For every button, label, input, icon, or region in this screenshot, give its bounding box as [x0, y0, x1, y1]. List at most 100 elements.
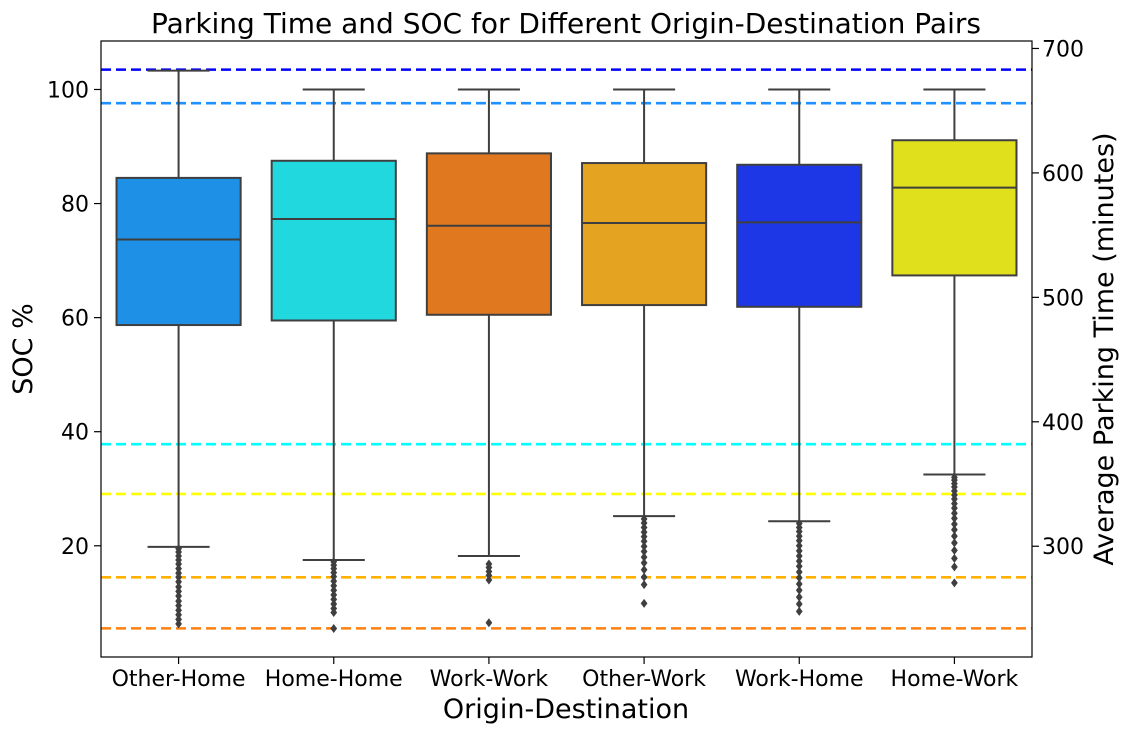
outlier-point [640, 532, 648, 542]
outlier-point [485, 618, 493, 628]
outlier-point [795, 585, 803, 595]
outlier-point [951, 525, 958, 535]
outlier-point [640, 572, 648, 582]
outlier-point [330, 585, 338, 595]
outlier-point [951, 494, 958, 504]
outlier-point [795, 546, 803, 556]
outlier-point [640, 536, 648, 546]
outlier-point [175, 601, 182, 611]
outlier-point [175, 610, 182, 620]
box-home-home [270, 88, 397, 633]
outlier-point [330, 608, 338, 618]
y2-tick-label: 400 [1042, 411, 1084, 436]
outlier-point [640, 518, 648, 528]
y-axis-right: 300 400 500 600 700 [1032, 37, 1084, 560]
outlier-point [951, 545, 958, 555]
outlier-point [175, 564, 182, 574]
outlier-point [795, 606, 803, 616]
outlier-point [175, 572, 182, 582]
outlier-point [330, 576, 338, 586]
outlier-point [795, 567, 803, 577]
outlier-point [640, 541, 648, 551]
outlier-point [640, 552, 648, 562]
y2-tick-label: 300 [1042, 535, 1084, 560]
outlier-point [795, 531, 803, 541]
box-plots [115, 69, 1018, 633]
outlier-point [330, 572, 338, 582]
outlier-point [951, 562, 958, 572]
box-body [115, 176, 242, 327]
outlier-point [175, 591, 182, 601]
outlier-point [330, 590, 338, 600]
outlier-point [640, 565, 648, 575]
outlier-point [175, 605, 182, 615]
outlier-point [951, 538, 958, 548]
outlier-point [640, 558, 648, 568]
y-tick-label: 80 [61, 193, 89, 218]
outlier-point [795, 536, 803, 546]
outlier-point [951, 553, 958, 563]
x-tick-label: Work-Home [735, 667, 864, 692]
box-body [891, 139, 1018, 277]
x-axis-label: Origin-Destination [443, 694, 689, 725]
outlier-point [795, 592, 803, 602]
outlier-point [175, 582, 182, 592]
outlier-point [795, 556, 803, 566]
outlier-point [485, 575, 493, 585]
plot-frame [100, 40, 1033, 658]
box-work-work [425, 88, 552, 628]
y2-tick-label: 700 [1042, 37, 1084, 62]
y-tick-label: 60 [61, 307, 89, 332]
outlier-point [485, 570, 493, 580]
outlier-point [795, 573, 803, 583]
outlier-point [640, 598, 648, 608]
outlier-point [175, 619, 182, 629]
outlier-point [330, 594, 338, 604]
outlier-point [951, 578, 958, 588]
x-tick-label: Other-Home [112, 667, 246, 692]
box-work-home [736, 88, 863, 616]
y-axis-left: 20 40 60 80 100 [47, 78, 101, 560]
outlier-point [795, 579, 803, 589]
outlier-point [640, 523, 648, 533]
y2-tick-label: 500 [1042, 286, 1084, 311]
outlier-point [330, 623, 338, 633]
box-body [736, 163, 863, 308]
outlier-point [330, 581, 338, 591]
outlier-point [175, 577, 182, 587]
box-other-work [581, 88, 708, 608]
y2-tick-label: 600 [1042, 162, 1084, 187]
outlier-point [795, 541, 803, 551]
y2-axis-label: Average Parking Time (minutes) [1089, 132, 1120, 565]
box-body [425, 152, 552, 316]
box-body [581, 162, 708, 307]
y-tick-label: 100 [47, 78, 89, 103]
average-parking-time-lines [101, 68, 1032, 630]
outlier-point [175, 614, 182, 624]
outlier-point [640, 546, 648, 556]
chart-title: Parking Time and SOC for Different Origi… [151, 7, 981, 40]
outlier-point [951, 519, 958, 529]
outlier-point [795, 599, 803, 609]
box-body [270, 159, 397, 322]
outlier-point [951, 531, 958, 541]
outlier-point [330, 599, 338, 609]
x-tick-label: Home-Work [891, 667, 1019, 692]
outlier-point [175, 559, 182, 569]
outlier-point [951, 499, 958, 509]
outlier-point [795, 551, 803, 561]
box-other-home [115, 69, 242, 629]
x-axis: Other-Home Home-Home Work-Work Other-Work Wo… [100, 40, 1033, 692]
outlier-point [951, 503, 958, 513]
y-axis-label: SOC % [8, 303, 39, 394]
outlier-point [640, 527, 648, 537]
outlier-point [175, 596, 182, 606]
y-tick-label: 40 [61, 421, 89, 446]
outlier-point [951, 508, 958, 518]
x-tick-label: Work-Work [430, 667, 549, 692]
outlier-point [640, 580, 648, 590]
x-tick-label: Home-Home [265, 667, 403, 692]
y-tick-label: 20 [61, 535, 89, 560]
outlier-point [951, 513, 958, 523]
